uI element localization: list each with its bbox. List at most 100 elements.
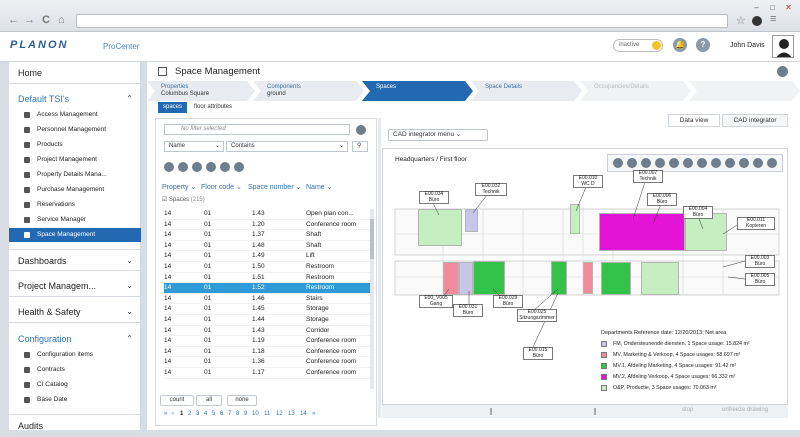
table-row[interactable]: 14 01 1.43 Corridor [164, 326, 370, 337]
sidebar-group-default-tsis[interactable]: Default TSI's ⌃ [9, 88, 141, 110]
room-e00-011b[interactable] [601, 262, 631, 295]
unfreeze-drawing-button[interactable]: unfreeze drawing [722, 407, 769, 413]
room-label[interactable]: E00.006 Büro [647, 193, 677, 206]
search-icon[interactable] [777, 66, 788, 77]
filter-field-select[interactable]: Name ⌄ [164, 141, 224, 152]
scrollbar[interactable] [370, 209, 374, 389]
room-e00-029[interactable] [473, 261, 505, 295]
tab-spaces[interactable]: spaces [158, 102, 188, 113]
page-5[interactable]: 5 [212, 411, 216, 417]
tab-cad-integrator[interactable]: CAD integrator [722, 114, 788, 127]
room-label[interactable]: E00.025 Sitzungszimmer [517, 309, 557, 322]
room-label[interactable]: E00.031 Büro [453, 304, 483, 317]
room-e00-032[interactable] [465, 209, 478, 232]
sidebar-item-base-date[interactable]: Base Date [9, 393, 141, 407]
page-10[interactable]: 10 [252, 411, 259, 417]
zoom-in-icon[interactable] [669, 158, 679, 168]
reload-icon[interactable]: C [42, 14, 50, 26]
print-icon[interactable] [753, 158, 763, 168]
sidebar-group-audits[interactable]: Audits [9, 414, 141, 436]
toolbar-print-icon[interactable] [192, 162, 202, 172]
room-label[interactable]: E00.003 Büro [745, 255, 775, 268]
zoom-fit-icon[interactable] [697, 158, 707, 168]
sidebar-item-ci-catalog[interactable]: CI Catalog [9, 378, 141, 392]
page-14[interactable]: 14 [300, 411, 307, 417]
sidebar-group-configuration[interactable]: Configuration ⌃ [9, 328, 141, 350]
sidebar-group-health[interactable]: Health & Safety ⌄ [9, 301, 141, 323]
notification-icon[interactable]: 🔔 [673, 38, 687, 52]
maximize-icon[interactable]: □ [770, 3, 775, 12]
pan-down-icon[interactable] [655, 158, 665, 168]
sidebar-item-products[interactable]: Products [9, 138, 141, 152]
toolbar-list-icon[interactable] [164, 162, 174, 172]
extension-icon[interactable] [752, 16, 762, 26]
column-header-property[interactable]: Property ⌄ [162, 184, 197, 191]
count-button[interactable]: count [160, 395, 194, 406]
room-label[interactable]: E00.010 WC D [573, 175, 603, 188]
table-row[interactable]: 14 01 1.49 Lift [164, 251, 370, 262]
toolbar-filter-icon[interactable] [234, 162, 244, 172]
avatar[interactable] [772, 35, 794, 58]
table-row[interactable]: 14 01 1.17 Conference room [164, 368, 370, 379]
page-9[interactable]: 9 [244, 411, 248, 417]
table-row[interactable]: 14 01 1.37 Shaft [164, 230, 370, 241]
room-label[interactable]: E00.004 Büro [683, 206, 713, 219]
sidebar-group-dashboards[interactable]: Dashboards ⌄ [9, 249, 141, 271]
room-label[interactable]: E00.015 Büro [523, 347, 553, 360]
table-row[interactable]: 14 01 1.44 Storage [164, 315, 370, 326]
close-icon[interactable]: ✕ [785, 3, 792, 12]
sidebar-item-property-details[interactable]: Property Details Mana... [9, 168, 141, 182]
menu-icon[interactable]: ≡ [770, 13, 777, 25]
breadcrumb-properties[interactable]: Properties Columbus Square [147, 81, 255, 101]
minimize-icon[interactable]: – [754, 3, 759, 12]
room-label[interactable]: E00.029 Büro [493, 295, 523, 308]
sidebar-item-reservations[interactable]: Reservations [9, 198, 141, 212]
filter-search-button[interactable]: ⚲ [352, 141, 368, 152]
breadcrumb-components[interactable]: Components ground [253, 81, 364, 101]
table-row[interactable]: 14 01 1.45 Storage [164, 304, 370, 315]
sidebar-group-project[interactable]: Project Managem... ⌄ [9, 275, 141, 297]
room-e00-034[interactable] [418, 209, 462, 246]
room-label[interactable]: E00.032 Technik [475, 183, 507, 196]
forward-icon[interactable]: → [24, 14, 35, 26]
table-row[interactable]: 14 01 1.43 Open plan con... [164, 209, 370, 220]
settings-icon[interactable] [767, 158, 777, 168]
page-3[interactable]: 3 [196, 411, 200, 417]
filter-input[interactable]: No filter selected [164, 124, 350, 135]
sidebar-item-service-manager[interactable]: Service Manager [9, 213, 141, 227]
help-icon[interactable]: ? [696, 38, 710, 52]
page-1[interactable]: 1 [180, 411, 184, 417]
room-e00-015[interactable] [583, 262, 593, 294]
sidebar-item-project-management[interactable]: Project Management [9, 153, 141, 167]
stop-button[interactable]: stop [682, 407, 694, 413]
page-11[interactable]: 11 [264, 411, 271, 417]
sidebar-item-access-management[interactable]: Access Management [9, 108, 141, 122]
cad-integrator-menu[interactable]: CAD integrator menu ⌄ [388, 129, 488, 141]
table-row[interactable]: 14 01 1.48 Shaft [164, 241, 370, 252]
pan-left-icon[interactable] [613, 158, 623, 168]
home-icon[interactable]: ⌂ [58, 14, 65, 26]
filter-operator-select[interactable]: Contains ⌄ [226, 141, 348, 152]
panel-splitter[interactable] [378, 118, 381, 418]
page-next[interactable]: » [312, 411, 316, 417]
column-header-name[interactable]: Name ⌄ [306, 184, 333, 191]
table-row[interactable]: 14 01 1.19 Conference room [164, 336, 370, 347]
table-row[interactable]: 14 01 1.46 Stairs [164, 294, 370, 305]
back-icon[interactable]: ← [8, 14, 19, 26]
table-row[interactable]: 14 01 1.20 Conference room [164, 220, 370, 231]
room-label[interactable]: E00.034 Büro [419, 191, 449, 204]
column-header-floor-code[interactable]: Floor code ⌄ [201, 184, 242, 191]
sidebar-item-space-management[interactable]: Space Management [9, 228, 141, 242]
page-2[interactable]: 2 [188, 411, 192, 417]
toolbar-settings-icon[interactable] [220, 162, 230, 172]
room-e00-v005[interactable] [443, 262, 459, 295]
sidebar-home[interactable]: Home [9, 62, 141, 84]
page-4[interactable]: 4 [204, 411, 208, 417]
page-first[interactable]: « [164, 411, 168, 417]
room-e00-006[interactable] [599, 213, 685, 251]
select-none-button[interactable]: none [227, 395, 257, 406]
sidebar-item-configuration-items[interactable]: Configuration items [9, 348, 141, 362]
page-7[interactable]: 7 [228, 411, 232, 417]
table-row[interactable]: 14 01 1.18 Conference room [164, 347, 370, 358]
select-all-button[interactable]: all [196, 395, 222, 406]
